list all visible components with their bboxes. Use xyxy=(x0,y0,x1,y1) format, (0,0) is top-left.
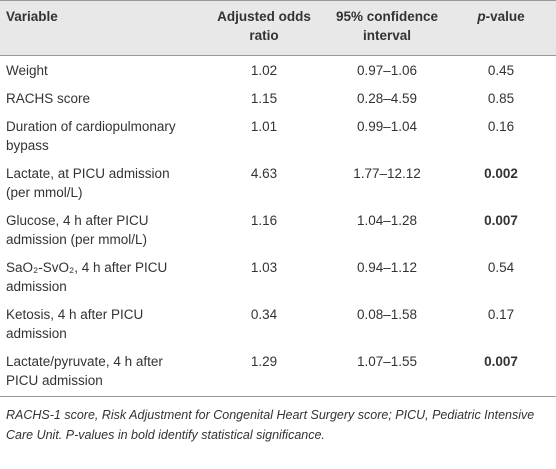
table-row: Weight 1.02 0.97–1.06 0.45 xyxy=(0,56,556,85)
column-header: p-value xyxy=(446,0,556,56)
table-row: Lactate, at PICU admission (per mmol/L) 4… xyxy=(0,159,556,206)
table-cell: 0.97–1.06 xyxy=(356,63,418,78)
table-cell: 1.16 xyxy=(250,213,278,228)
table-cell: 4.63 xyxy=(250,166,278,181)
table-row: Lactate/pyruvate, 4 h after PICU admissi… xyxy=(0,347,556,397)
column-header: Adjusted odds ratio xyxy=(200,0,328,56)
table-cell: RACHS score xyxy=(6,91,91,106)
data-table: Variable Adjusted odds ratio 95% confidenc… xyxy=(0,0,556,397)
table-body: Weight 1.02 0.97–1.06 0.45 RACHS score 1.15 0.… xyxy=(0,56,556,397)
column-header: 95% confidence interval xyxy=(328,0,446,56)
table-cell: Glucose, 4 h after PICU admission (per m… xyxy=(6,213,149,247)
table-cell: 0.007 xyxy=(484,213,518,228)
header-emphasis: p xyxy=(477,9,486,24)
table-cell: 0.16 xyxy=(487,119,515,134)
table-cell: 0.007 xyxy=(446,347,556,397)
table-row: Duration of cardiopulmonary bypass 1.01 0.… xyxy=(0,112,556,159)
table-cell: Ketosis, 4 h after PICU admission xyxy=(6,307,144,341)
table-cell: SaO₂-SvO₂, 4 h after PICU admission xyxy=(6,260,168,294)
table-cell: 1.01 xyxy=(250,119,278,134)
table-cell: 0.002 xyxy=(484,166,518,181)
column-header: Variable xyxy=(0,0,200,56)
table-cell: 0.54 xyxy=(487,260,515,275)
table-cell: Lactate, at PICU admission (per mmol/L) xyxy=(6,166,170,200)
table-cell: 1.15 xyxy=(250,91,278,106)
header-text: -value xyxy=(485,9,525,24)
table-cell: 1.03 xyxy=(250,260,278,275)
table-cell: 1.02 xyxy=(250,63,278,78)
table-cell: 1.07–1.55 xyxy=(328,347,446,397)
table-row: Ketosis, 4 h after PICU admission 0.34 0.0… xyxy=(0,300,556,347)
footnote: RACHS-1 score, Risk Adjustment for Conge… xyxy=(6,408,535,442)
table-row: Glucose, 4 h after PICU admission (per m… xyxy=(0,206,556,253)
table-cell: Duration of cardiopulmonary bypass xyxy=(6,119,176,153)
table-cell: 0.45 xyxy=(487,63,515,78)
table-cell: 0.08–1.58 xyxy=(356,307,418,322)
table-cell: Weight xyxy=(6,63,48,78)
table-cell: 1.04–1.28 xyxy=(356,213,418,228)
table-cell: 0.85 xyxy=(487,91,515,106)
table-cell: 1.77–12.12 xyxy=(353,166,421,181)
table-cell: 1.29 xyxy=(200,347,328,397)
table-cell: 0.94–1.12 xyxy=(356,260,418,275)
table-cell: 0.28–4.59 xyxy=(356,91,418,106)
table-row: SaO₂-SvO₂, 4 h after PICU admission 1.03 0… xyxy=(0,253,556,300)
table-cell: 0.34 xyxy=(250,307,278,322)
table-cell: 0.99–1.04 xyxy=(356,119,418,134)
table-row: RACHS score 1.15 0.28–4.59 0.85 xyxy=(0,84,556,112)
table-cell: Lactate/pyruvate, 4 h after PICU admissi… xyxy=(0,347,200,397)
header-row: Variable Adjusted odds ratio 95% confidenc… xyxy=(0,0,556,56)
table-cell: 0.17 xyxy=(487,307,515,322)
